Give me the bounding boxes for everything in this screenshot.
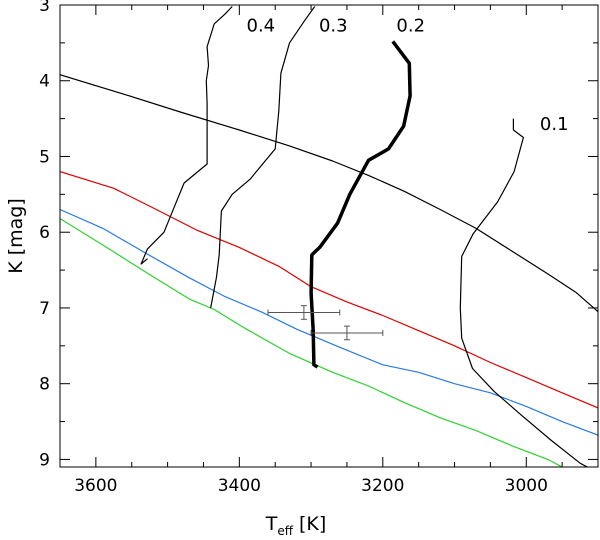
track-label-0.1: 0.1 [540, 114, 569, 135]
y-tick-label: 3 [39, 0, 50, 16]
track-label-0.4: 0.4 [247, 16, 276, 37]
isochrone-line-1 [60, 74, 598, 313]
y-tick-label: 7 [39, 299, 50, 319]
isochrone-line-4 [60, 218, 563, 467]
plot-data-points [267, 305, 384, 341]
y-tick-label: 9 [39, 450, 50, 470]
x-tick-label: 3400 [218, 476, 261, 496]
data-point-1 [267, 305, 341, 320]
track-line-0.1 [459, 118, 588, 467]
y-tick-label: 8 [39, 375, 50, 395]
y-tick-label: 4 [39, 72, 50, 92]
track-label-0.2: 0.2 [396, 16, 425, 37]
y-tick-label: 6 [39, 223, 50, 243]
isochrone-line-3 [60, 208, 598, 436]
track-line-0.4 [140, 6, 233, 265]
track-line-0.2 [309, 40, 412, 369]
isochrone-line-2 [60, 171, 598, 409]
x-tick-label: 3600 [74, 476, 117, 496]
plot-curves [60, 6, 598, 467]
track-line-0.3 [210, 6, 316, 309]
x-tick-label: 3200 [361, 476, 404, 496]
y-axis-label: K [mag] [5, 198, 27, 274]
track-label-0.3: 0.3 [319, 16, 348, 37]
axis-ticks: 3600 3400 3200 3000 3 4 5 6 7 8 9 [39, 0, 599, 496]
x-tick-label: 3000 [505, 476, 548, 496]
y-tick-label: 5 [39, 147, 50, 167]
plot-frame [59, 4, 599, 468]
curve-labels: 0.4 0.3 0.2 0.1 [247, 16, 569, 135]
data-point-2 [310, 325, 384, 341]
x-axis-label: Teff [K] [265, 513, 327, 538]
